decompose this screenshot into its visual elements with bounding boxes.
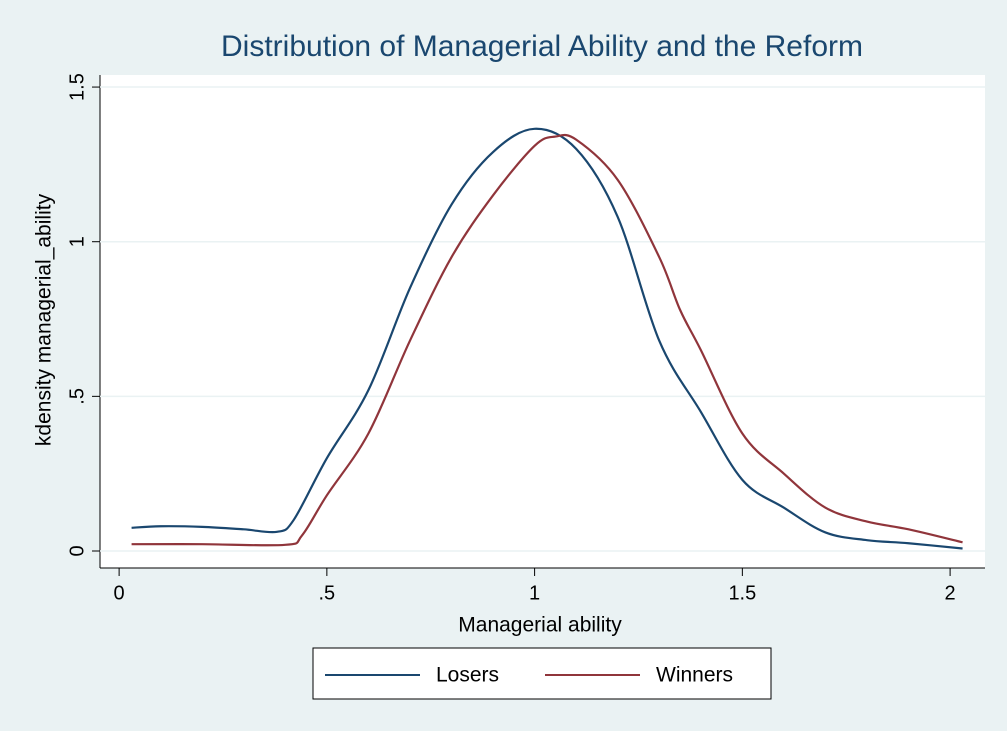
x-tick-label: 1 [529,582,540,604]
legend-label: Losers [436,664,499,687]
y-tick-label: .5 [66,388,88,405]
y-tick-label: 1 [66,236,88,247]
y-tick-label: 0 [66,545,88,556]
legend-label: Winners [656,664,733,687]
x-tick-label: 0 [114,582,125,604]
x-axis-label: Managerial ability [458,614,622,637]
plot-area [100,75,985,568]
x-tick-label: .5 [319,582,336,604]
y-axis-label: kdensity managerial_ability [33,193,56,446]
chart-title: Distribution of Managerial Ability and t… [221,30,863,63]
legend-box [312,647,772,700]
x-tick-label: 1.5 [728,582,756,604]
line-series [131,127,963,550]
line-series [131,133,963,547]
y-tick-label: 1.5 [66,73,88,101]
x-tick-label: 2 [945,582,956,604]
